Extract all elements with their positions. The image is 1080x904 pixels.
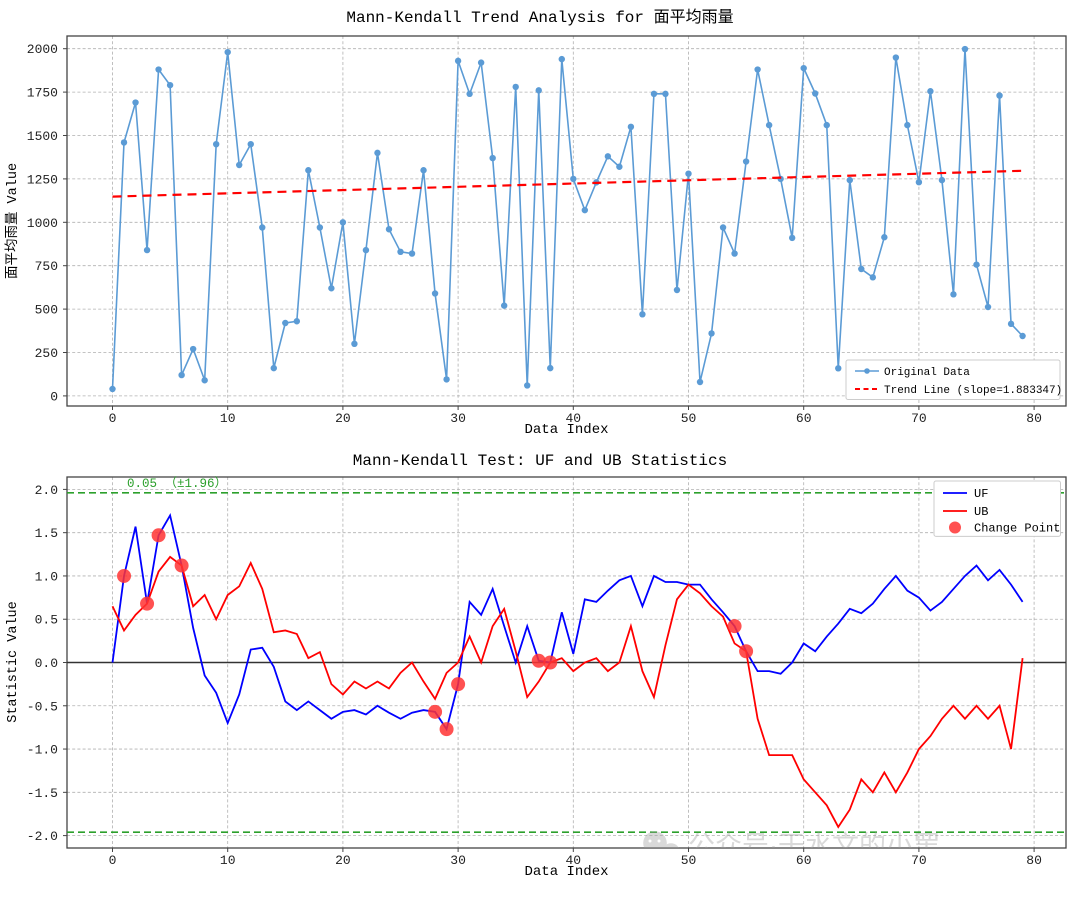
svg-text:面平均雨量 Value: 面平均雨量 Value <box>4 163 21 279</box>
svg-text:10: 10 <box>220 853 236 868</box>
svg-text:Trend Line (slope=1.883347): Trend Line (slope=1.883347) <box>884 385 1062 397</box>
svg-text:Mann-Kendall Trend Analysis fo: Mann-Kendall Trend Analysis for 面平均雨量 <box>346 8 733 27</box>
svg-text:Data Index: Data Index <box>524 422 608 438</box>
svg-text:2000: 2000 <box>27 42 58 57</box>
svg-text:20: 20 <box>335 411 351 426</box>
svg-text:-1.5: -1.5 <box>27 786 58 801</box>
svg-text:10: 10 <box>220 411 236 426</box>
svg-text:1.5: 1.5 <box>35 526 58 541</box>
svg-text:UB: UB <box>974 505 988 519</box>
svg-text:0.0: 0.0 <box>35 656 58 671</box>
svg-text:1500: 1500 <box>27 129 58 144</box>
svg-text:1.0: 1.0 <box>35 569 58 584</box>
svg-text:750: 750 <box>35 259 58 274</box>
svg-text:0.05 （±1.96）: 0.05 （±1.96） <box>127 476 227 491</box>
svg-text:-0.5: -0.5 <box>27 699 58 714</box>
svg-text:70: 70 <box>911 853 927 868</box>
svg-text:Statistic Value: Statistic Value <box>6 601 21 723</box>
svg-text:Data Index: Data Index <box>524 864 608 880</box>
svg-text:-1.0: -1.0 <box>27 743 58 758</box>
svg-text:500: 500 <box>35 303 58 318</box>
svg-text:0: 0 <box>50 389 58 404</box>
svg-text:30: 30 <box>450 853 466 868</box>
svg-text:60: 60 <box>796 411 812 426</box>
svg-text:60: 60 <box>796 853 812 868</box>
svg-text:80: 80 <box>1026 411 1042 426</box>
svg-text:-2.0: -2.0 <box>27 829 58 844</box>
svg-text:Mann-Kendall Test: UF and UB S: Mann-Kendall Test: UF and UB Statistics <box>353 452 727 470</box>
svg-text:50: 50 <box>681 411 697 426</box>
svg-text:30: 30 <box>450 411 466 426</box>
svg-text:70: 70 <box>911 411 927 426</box>
svg-text:UF: UF <box>974 487 988 501</box>
svg-text:1250: 1250 <box>27 172 58 187</box>
svg-text:0: 0 <box>109 411 117 426</box>
svg-text:2.0: 2.0 <box>35 483 58 498</box>
svg-text:0: 0 <box>109 853 117 868</box>
svg-text:250: 250 <box>35 346 58 361</box>
svg-text:50: 50 <box>681 853 697 868</box>
svg-text:0.5: 0.5 <box>35 613 58 628</box>
svg-text:1750: 1750 <box>27 86 58 101</box>
svg-text:20: 20 <box>335 853 351 868</box>
svg-text:80: 80 <box>1026 853 1042 868</box>
svg-text:1000: 1000 <box>27 216 58 231</box>
svg-text:Original Data: Original Data <box>884 367 970 379</box>
svg-text:Change Point: Change Point <box>974 522 1060 536</box>
